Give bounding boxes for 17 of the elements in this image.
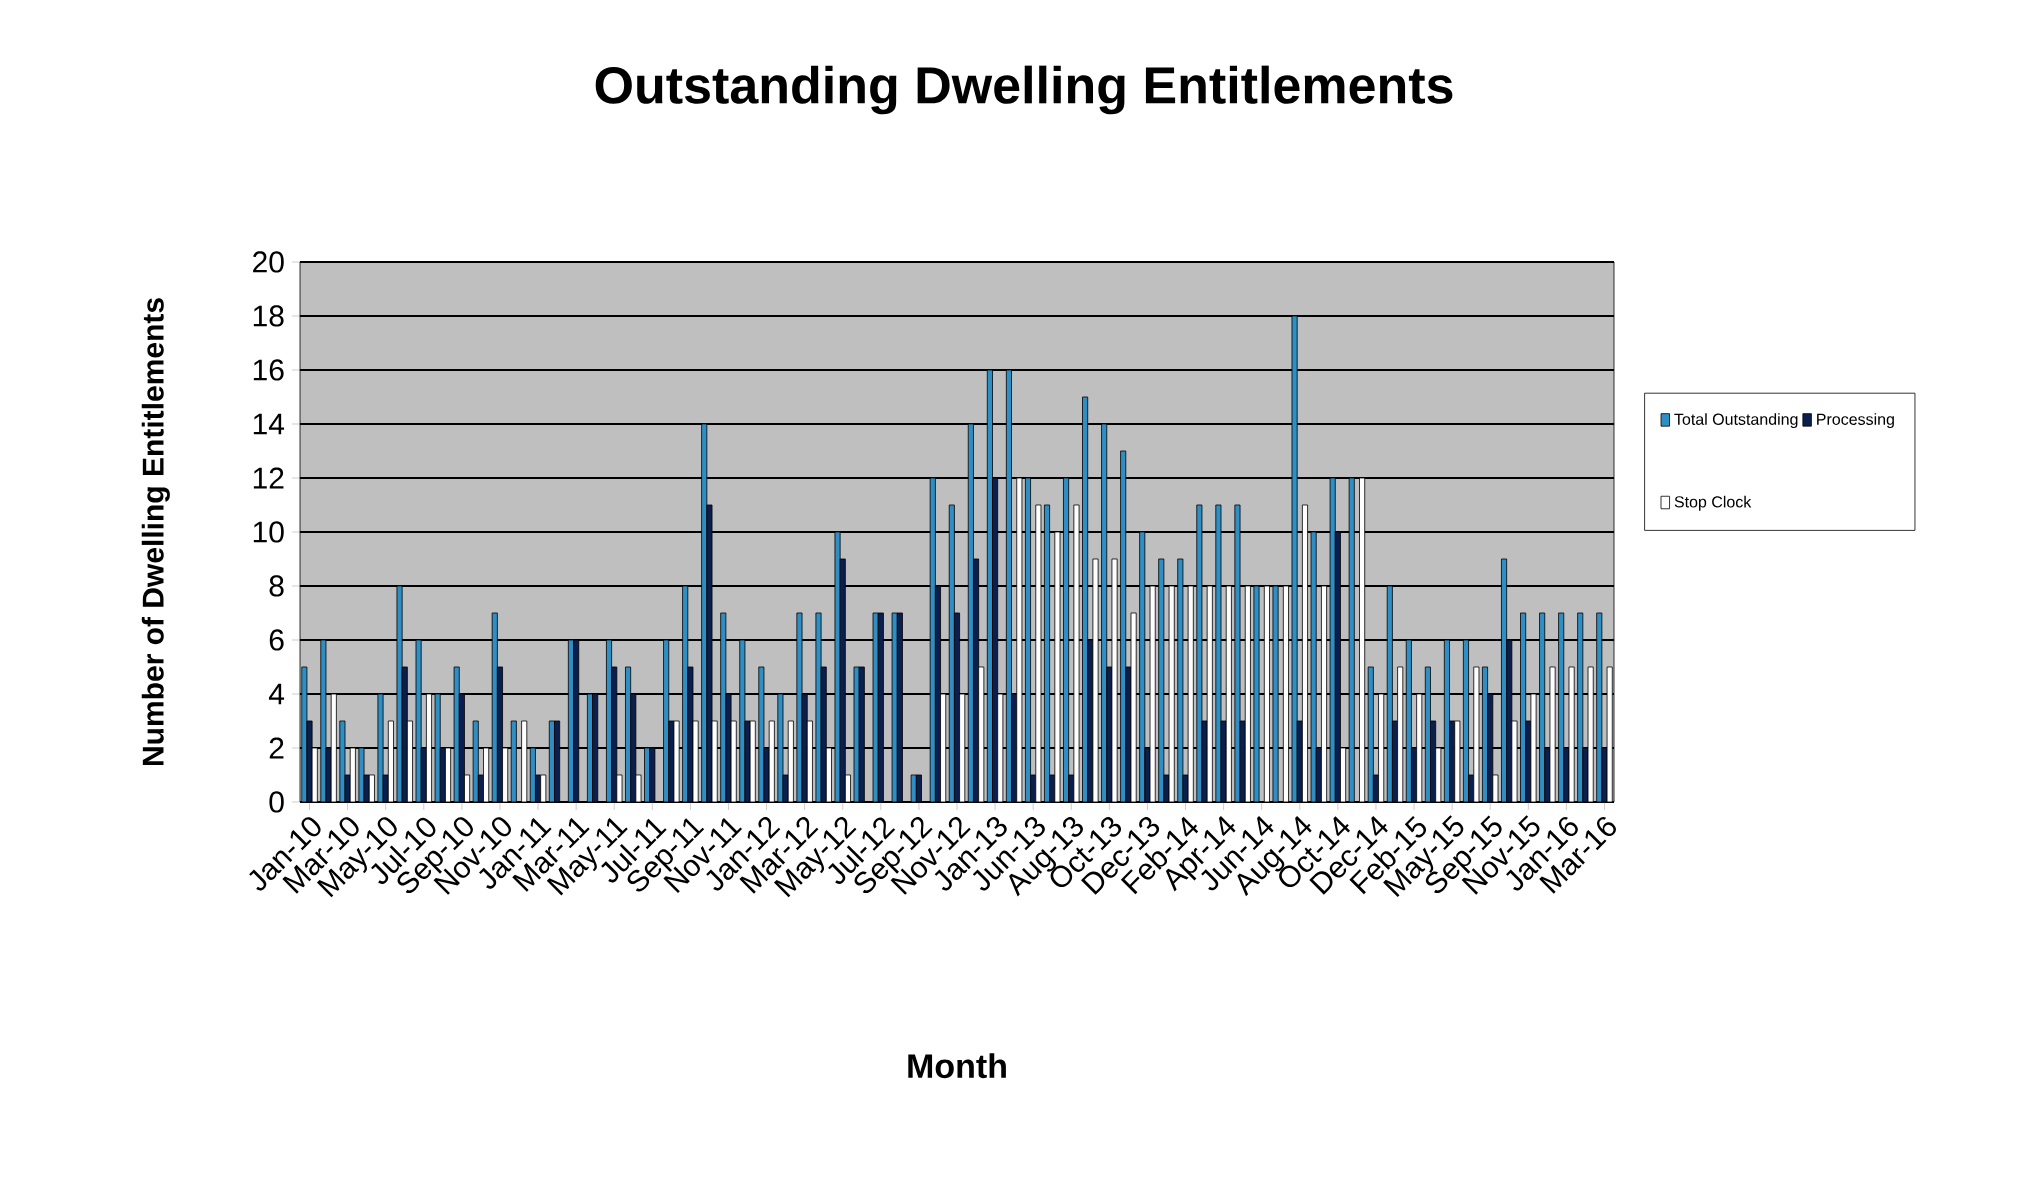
y-tick-label: 10	[253, 521, 284, 543]
y-tick-label: 0	[269, 791, 284, 813]
y-tick-label: 12	[253, 467, 284, 489]
y-tick-label: 14	[253, 413, 285, 435]
y-tick-label: 16	[253, 359, 284, 381]
legend-label: Stop Clock	[1674, 495, 1752, 511]
x-axis-title: Month	[908, 1053, 1006, 1079]
y-tick-label: 20	[253, 251, 284, 273]
legend-label: Processing	[1817, 413, 1894, 429]
chart-title: Outstanding Dwelling Entitlements	[595, 65, 1453, 115]
y-tick-label: 2	[269, 737, 284, 759]
y-tick-label: 8	[269, 575, 284, 597]
legend-label: Total Outstanding	[1674, 413, 1798, 429]
y-tick-label: 6	[269, 629, 284, 651]
y-tick-label: 18	[253, 305, 284, 327]
y-axis-title: Number of Dwelling Entitlements	[141, 298, 170, 765]
y-tick-label: 4	[268, 683, 285, 705]
